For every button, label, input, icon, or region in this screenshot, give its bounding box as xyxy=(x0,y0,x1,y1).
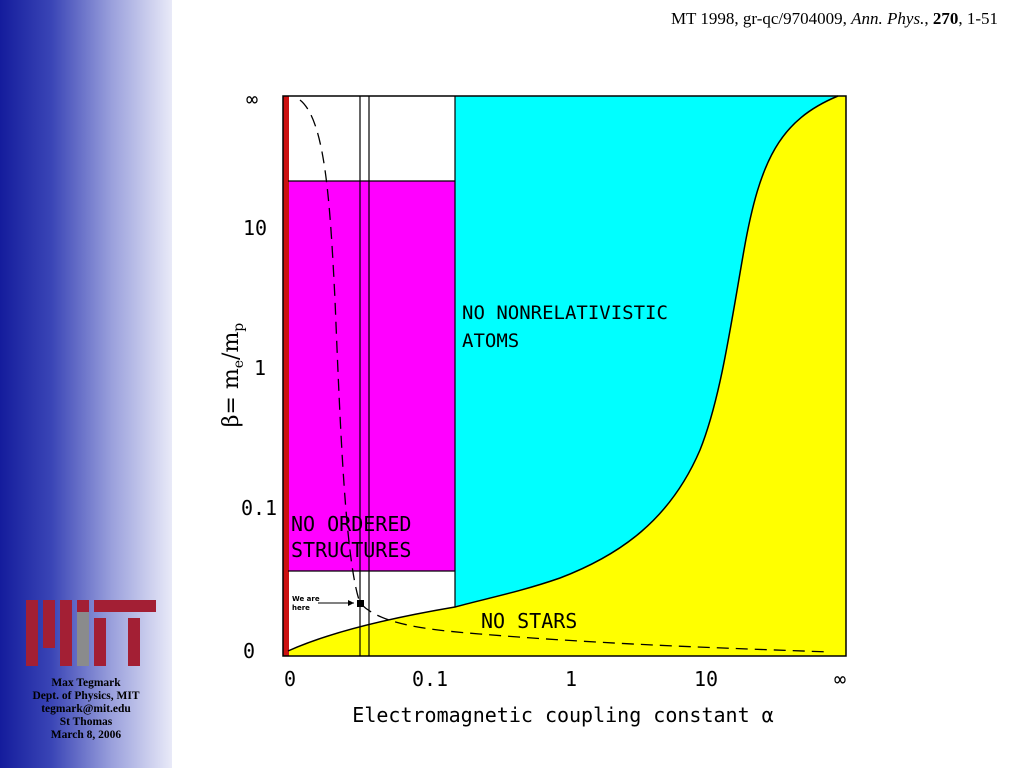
y-tick-0: 0 xyxy=(243,639,255,663)
label-no-stars: NO STARS xyxy=(481,609,577,633)
y-axis-label: β= me/mp xyxy=(219,323,247,428)
x-tick-0.1: 0.1 xyxy=(412,667,448,691)
citation-volume: 270 xyxy=(932,9,959,28)
parameter-space-diagram: NO ORDERED STRUCTURES NO NONRELATIVISTIC… xyxy=(219,87,847,727)
citation: MT 1998, gr-qc/9704009, Ann. Phys., 270,… xyxy=(671,9,998,29)
y-axis-label-sub-p: p xyxy=(231,323,247,332)
y-tick-10: 10 xyxy=(243,216,267,240)
x-tick-10: 10 xyxy=(694,667,718,691)
y-tick-0.1: 0.1 xyxy=(241,496,277,520)
y-axis-label-sub-e: e xyxy=(231,360,247,368)
region-no-nonrelativistic-atoms xyxy=(455,96,838,607)
citation-sep: , xyxy=(924,9,933,28)
sidebar-gradient: Max Tegmark Dept. of Physics, MIT tegmar… xyxy=(0,0,172,768)
we-are-here-label-line1: We are xyxy=(292,595,320,603)
label-no-atoms-line2: ATOMS xyxy=(462,330,519,352)
red-strip xyxy=(283,96,289,656)
region-no-ordered-structures xyxy=(288,181,455,571)
y-axis-label-mid: /m xyxy=(219,332,244,360)
author-date: March 8, 2006 xyxy=(50,729,122,741)
we-are-here-arrowhead xyxy=(348,600,354,606)
author-info: Max Tegmark Dept. of Physics, MIT tegmar… xyxy=(0,677,172,742)
label-no-ordered-line2: STRUCTURES xyxy=(291,538,411,562)
label-no-atoms-line1: NO NONRELATIVISTIC xyxy=(462,302,668,324)
y-tick-inf: ∞ xyxy=(246,87,258,111)
dashed-curve xyxy=(299,99,831,653)
y-tick-1: 1 xyxy=(254,356,266,380)
y-axis-label-prefix: β= m xyxy=(219,368,244,427)
x-tick-1: 1 xyxy=(565,667,577,691)
region-no-stars xyxy=(288,96,846,656)
we-are-here-dot xyxy=(357,600,364,607)
author-email: tegmark@mit.edu xyxy=(41,703,131,715)
x-tick-0: 0 xyxy=(284,667,296,691)
author-dept: Dept. of Physics, MIT xyxy=(32,690,140,702)
author-venue: St Thomas xyxy=(59,716,113,728)
we-are-here-label-line2: here xyxy=(292,604,310,612)
citation-pages: , 1-51 xyxy=(958,9,998,28)
citation-journal: Ann. Phys. xyxy=(851,9,925,28)
citation-prefix: MT 1998, gr-qc/9704009, xyxy=(670,9,852,28)
label-no-ordered-line1: NO ORDERED xyxy=(291,512,411,536)
plot-frame xyxy=(282,95,847,657)
author-name: Max Tegmark xyxy=(51,677,121,689)
x-axis-label: Electromagnetic coupling constant α xyxy=(352,703,773,727)
mit-logo xyxy=(26,600,156,666)
x-tick-inf: ∞ xyxy=(834,667,846,691)
stars-boundary-curve xyxy=(287,95,839,652)
